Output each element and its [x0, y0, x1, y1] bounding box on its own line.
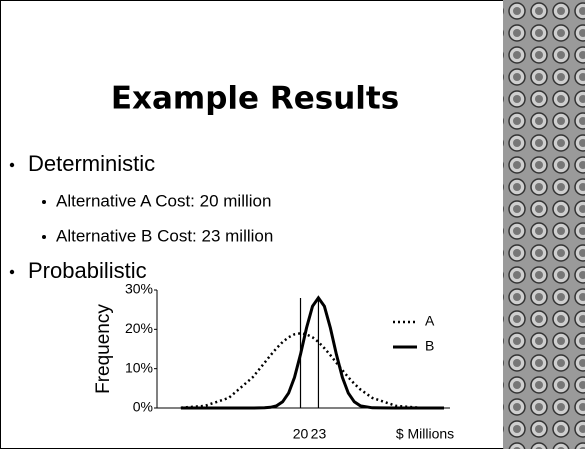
- x-axis-label: $ Millions: [396, 426, 454, 442]
- y-tick-label: 0%: [133, 399, 153, 415]
- series-line: [180, 295, 444, 410]
- y-axis-label: Frequency: [93, 304, 114, 394]
- bullet-text: Probabilistic: [28, 258, 147, 283]
- legend-label: A: [425, 313, 435, 329]
- bullet-list: Deterministic Alternative A Cost: 20 mill…: [9, 151, 273, 283]
- chart: 0% 10% 20% 30% 20 23 $ Millions Frequency AB: [93, 281, 454, 442]
- sub-bullet-dot: [42, 235, 46, 239]
- x-tick-label: 23: [311, 426, 327, 442]
- y-tick-label: 30%: [125, 281, 153, 297]
- series-line: [180, 332, 445, 410]
- coin-photo: [503, 0, 585, 449]
- slide-title: Example Results: [111, 81, 399, 117]
- legend-label: B: [425, 338, 434, 354]
- bullet-text: Deterministic: [28, 151, 155, 176]
- sub-bullet-dot: [42, 200, 46, 204]
- y-tick-label: 20%: [125, 320, 153, 336]
- bullet-dot: [9, 269, 15, 275]
- x-tick-label: 20: [293, 426, 309, 442]
- y-tick-label: 10%: [125, 359, 153, 375]
- sub-bullet-text: Alternative B Cost: 23 million: [56, 226, 273, 245]
- bullet-dot: [9, 162, 15, 168]
- sub-bullet-text: Alternative A Cost: 20 million: [56, 191, 271, 210]
